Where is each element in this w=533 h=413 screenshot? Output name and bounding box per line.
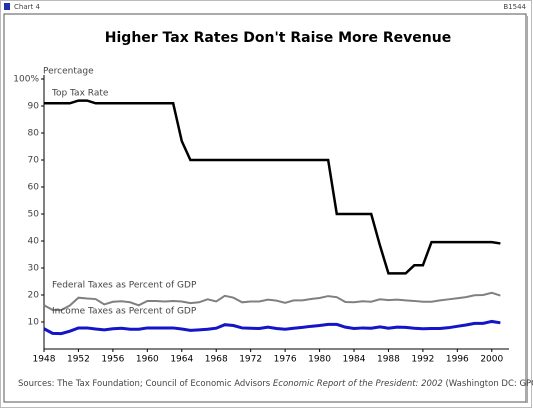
y-tick-label: 50 xyxy=(28,210,40,220)
x-tick-label: 1968 xyxy=(205,355,228,365)
x-tick-label: 1960 xyxy=(136,355,159,365)
series-line xyxy=(43,319,501,336)
y-axis-label: Percentage xyxy=(43,67,94,77)
chart-icon xyxy=(4,3,10,10)
series-label: Income Taxes as Percent of GDP xyxy=(52,307,197,317)
series-label: Federal Taxes as Percent of GDP xyxy=(52,281,197,291)
source-suffix: (Washington DC: GPO 2002). xyxy=(443,379,533,389)
header-right: B1544 xyxy=(503,3,526,11)
chart-title: Higher Tax Rates Don't Raise More Revenu… xyxy=(105,30,451,46)
series-label: Top Tax Rate xyxy=(51,89,109,99)
series-line xyxy=(44,99,501,275)
y-tick-label: 30 xyxy=(28,264,40,274)
x-tick-label: 1956 xyxy=(101,355,124,365)
y-tick-label: 10 xyxy=(28,318,40,328)
x-tick-label: 1964 xyxy=(170,355,193,365)
x-tick-label: 1948 xyxy=(33,355,56,365)
series-line xyxy=(43,291,501,312)
y-tick-label: 100% xyxy=(13,75,39,85)
x-tick-label: 2000 xyxy=(480,355,503,365)
chart-frame xyxy=(3,13,527,403)
y-tick-label: 70 xyxy=(28,156,40,166)
x-tick-label: 1996 xyxy=(446,355,469,365)
x-tick-label: 1988 xyxy=(377,355,400,365)
y-tick-label: 60 xyxy=(28,183,40,193)
x-tick-label: 1976 xyxy=(274,355,297,365)
header-left: Chart 4 xyxy=(14,3,40,11)
x-tick-label: 1972 xyxy=(239,355,262,365)
source-italic: Economic Report of the President: 2002 xyxy=(273,379,443,389)
y-tick-label: 20 xyxy=(28,291,40,301)
source-prefix: Sources: The Tax Foundation; Council of … xyxy=(18,379,273,389)
x-tick-label: 1984 xyxy=(343,355,366,365)
y-tick-label: 80 xyxy=(28,129,40,139)
x-tick-label: 1980 xyxy=(308,355,331,365)
x-tick-label: 1992 xyxy=(411,355,434,365)
y-tick-label: 40 xyxy=(28,237,40,247)
y-tick-label: 90 xyxy=(28,102,40,112)
source-note: Sources: The Tax Foundation; Council of … xyxy=(18,379,533,389)
x-tick-label: 1952 xyxy=(67,355,90,365)
